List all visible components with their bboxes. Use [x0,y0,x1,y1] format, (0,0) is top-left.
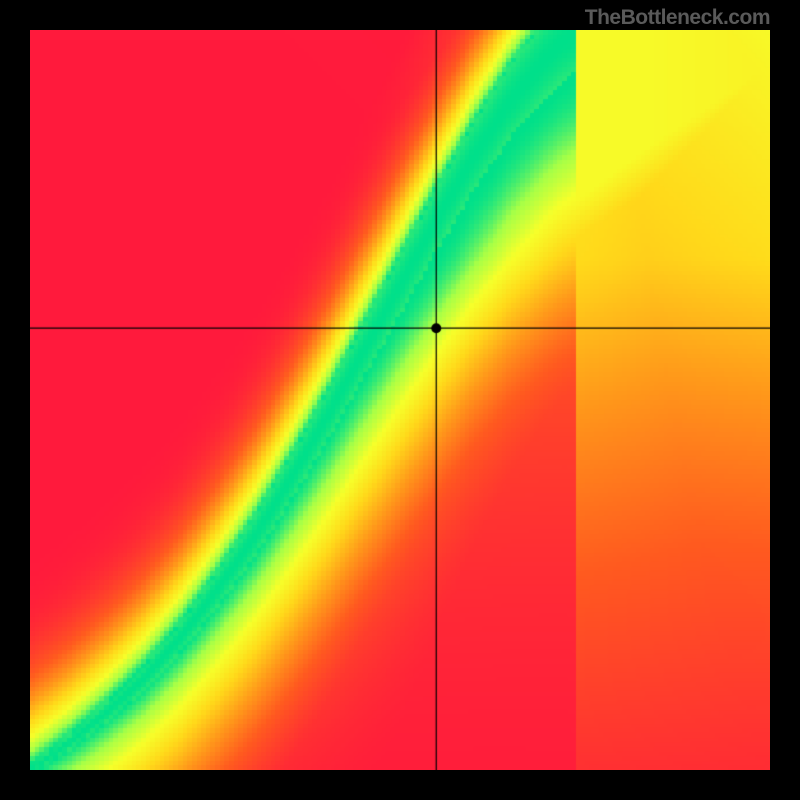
bottleneck-heatmap [30,30,770,770]
chart-container: { "watermark": "TheBottleneck.com", "cha… [0,0,800,800]
watermark-text: TheBottleneck.com [585,6,770,30]
